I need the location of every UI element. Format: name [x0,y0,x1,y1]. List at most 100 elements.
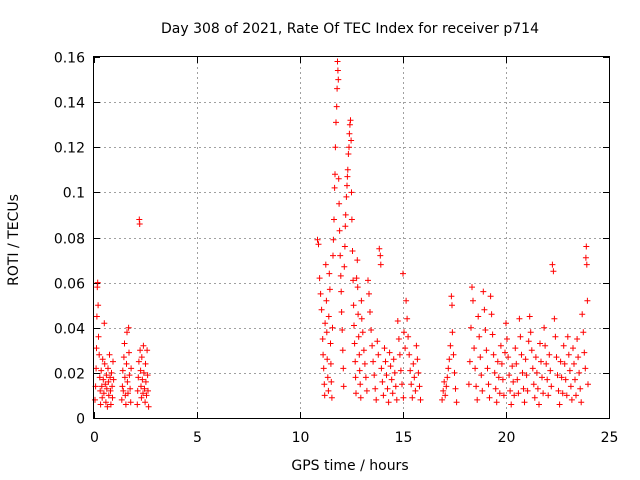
data-point [145,403,152,410]
data-point [337,272,344,279]
data-point [120,387,127,394]
data-point [140,342,147,349]
data-point [396,351,403,358]
data-point [523,372,530,379]
data-point [331,184,338,191]
data-point [552,333,559,340]
data-point [512,345,519,352]
data-point [353,390,359,397]
data-point [372,385,379,392]
data-point [554,372,561,379]
data-point [314,236,321,243]
data-point [99,356,106,363]
data-point [345,151,352,157]
data-point [582,365,589,372]
data-point [328,394,335,401]
data-point [326,286,333,293]
data-point [105,365,111,372]
x-tick-label: 5 [193,430,202,446]
data-point [354,284,361,291]
data-point [574,336,581,342]
data-point [346,130,353,137]
data-point [390,356,397,363]
data-point [320,365,327,372]
axis-ticks [94,57,610,419]
data-point [488,311,495,318]
data-point [375,351,382,358]
data-point [321,381,328,388]
data-point [379,378,386,385]
data-point [585,381,591,388]
data-point [109,394,116,401]
data-point [107,374,114,381]
data-point [363,387,370,394]
data-point [561,360,568,367]
data-point [449,329,456,336]
data-point [450,351,457,358]
data-point [100,376,107,383]
data-point [333,103,340,110]
data-point [489,331,496,338]
data-point [359,329,366,336]
y-tick-label: 0.02 [54,367,85,383]
data-point [451,369,458,376]
y-tick-label: 0.14 [54,96,85,112]
data-point [557,358,564,365]
data-point [584,297,591,304]
data-point [323,329,330,336]
data-point [560,342,567,349]
data-point [466,358,473,365]
data-point [573,392,579,399]
data-point [532,354,539,361]
data-point [442,392,449,399]
data-point [444,374,451,381]
data-point [493,399,500,406]
data-point [533,369,540,376]
y-tick-label: 0 [76,412,85,428]
data-point [392,383,399,390]
data-point [562,376,569,383]
data-point [136,221,143,227]
data-point [487,293,494,300]
plot-frame [93,56,610,419]
data-point [358,315,365,322]
data-point [330,252,336,259]
data-point [575,354,582,361]
data-point [142,378,149,385]
data-point [339,327,346,333]
data-point [360,347,367,354]
data-point [497,342,504,349]
data-point [510,378,517,385]
data-point [490,351,497,358]
data-point [97,401,104,408]
data-point [567,383,574,390]
data-point [556,401,563,408]
data-point [382,358,389,365]
data-point [478,372,485,379]
data-point [381,345,388,352]
data-point [93,365,100,372]
data-point [109,383,116,390]
data-point [352,358,359,365]
data-point [137,367,144,374]
data-point [322,261,329,268]
data-point [566,367,573,374]
data-point [548,383,555,390]
data-point [394,318,401,324]
data-point [380,392,387,399]
data-point [134,387,141,394]
data-point [102,399,109,406]
data-point [388,376,395,383]
data-point [407,367,414,374]
data-point [138,394,145,401]
data-point [410,360,417,367]
data-point [327,340,334,347]
data-point [127,385,134,392]
x-tick-label: 25 [601,430,619,446]
data-point [346,121,353,128]
data-point [515,390,522,397]
data-point [332,171,338,178]
data-point [402,345,409,352]
data-point [124,378,131,385]
